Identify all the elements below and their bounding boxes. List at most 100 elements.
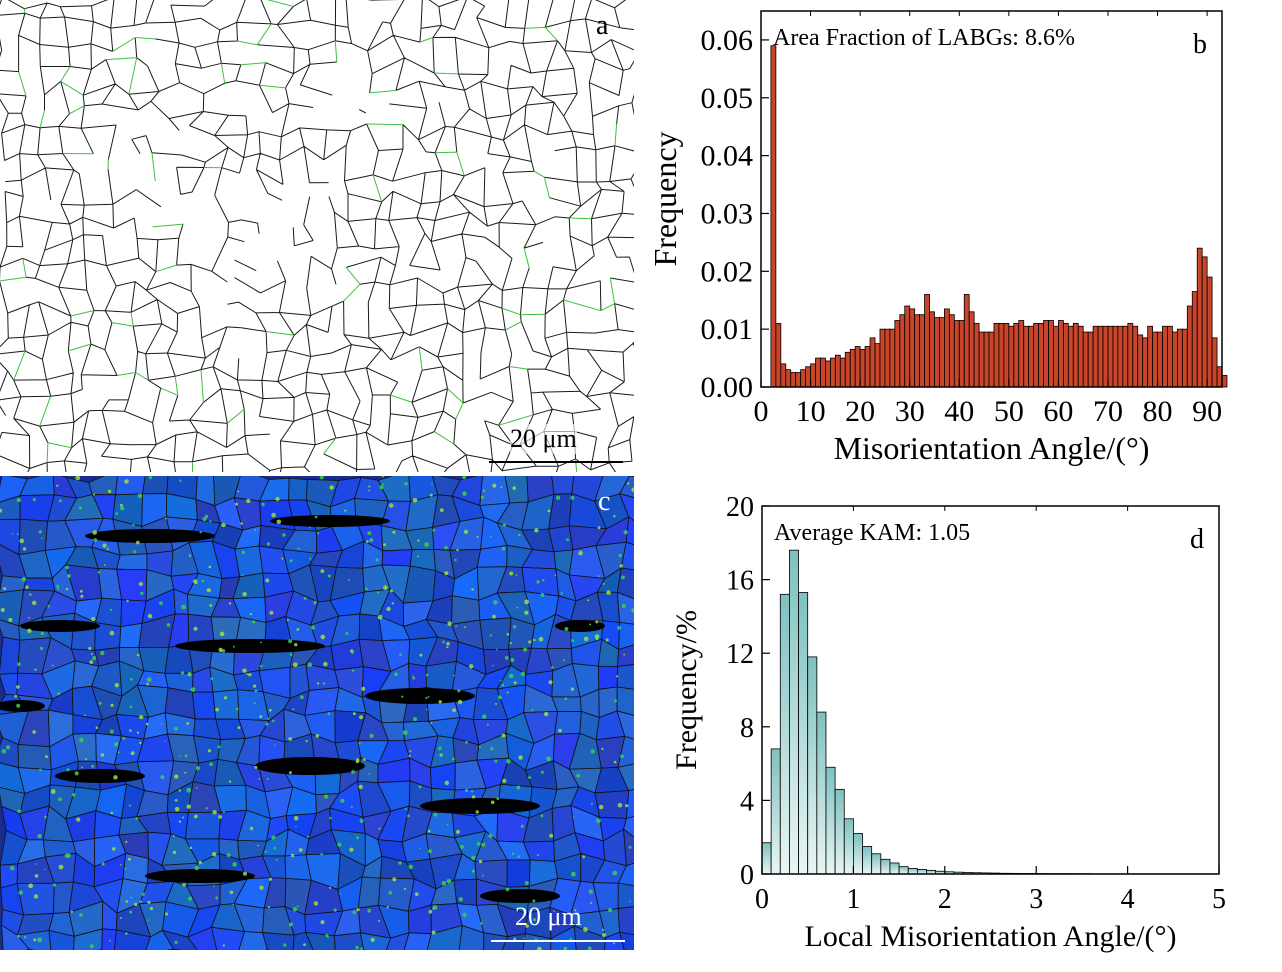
bar bbox=[1107, 325, 1114, 388]
bar bbox=[1092, 325, 1099, 388]
bar bbox=[907, 868, 918, 875]
bar bbox=[1072, 322, 1079, 388]
bar bbox=[919, 314, 925, 388]
bar bbox=[978, 331, 985, 388]
bar bbox=[807, 656, 818, 875]
bar bbox=[1013, 322, 1020, 388]
bar bbox=[1003, 322, 1010, 388]
bar bbox=[795, 372, 802, 388]
bar bbox=[944, 308, 950, 388]
bar bbox=[904, 305, 911, 388]
bar bbox=[1152, 331, 1158, 388]
low-angle-boundaries bbox=[0, 0, 618, 472]
panel-letter-a: a bbox=[596, 10, 609, 41]
bar bbox=[934, 317, 940, 388]
x-tick-label: 50 bbox=[994, 395, 1024, 428]
grain-boundary-map: a 20 μm bbox=[0, 0, 634, 472]
bars bbox=[770, 45, 1228, 388]
x-tick-label: 30 bbox=[895, 395, 925, 428]
bar bbox=[1127, 322, 1134, 388]
bar bbox=[770, 45, 777, 388]
bar bbox=[1018, 320, 1025, 388]
bar bbox=[1137, 334, 1144, 388]
bar bbox=[1122, 325, 1129, 388]
bar bbox=[1206, 276, 1213, 388]
bar bbox=[1053, 325, 1059, 388]
bar bbox=[834, 354, 841, 388]
bar bbox=[1147, 325, 1154, 388]
bar bbox=[898, 866, 909, 875]
bar bbox=[871, 853, 882, 875]
bar bbox=[929, 311, 935, 388]
x-axis-label: Misorientation Angle/(°) bbox=[834, 430, 1150, 466]
x-tick-label: 60 bbox=[1043, 395, 1073, 428]
bar bbox=[894, 320, 901, 388]
scale-bar-c bbox=[491, 940, 625, 942]
high-kam-speckles bbox=[0, 476, 634, 950]
bar bbox=[953, 320, 960, 388]
bar bbox=[785, 369, 792, 388]
high-angle-boundaries bbox=[0, 0, 634, 472]
grain-boundary-network bbox=[0, 0, 634, 472]
x-tick-label: 40 bbox=[944, 395, 974, 428]
bar bbox=[1191, 291, 1198, 388]
x-tick-label: 1 bbox=[846, 884, 860, 915]
bar bbox=[1082, 331, 1089, 388]
y-tick-label: 12 bbox=[726, 639, 754, 670]
bar bbox=[884, 328, 891, 388]
y-tick-label: 0.02 bbox=[701, 255, 754, 288]
x-tick-label: 20 bbox=[845, 395, 875, 428]
bar bbox=[983, 331, 990, 388]
scale-bar-label-a: 20 μm bbox=[510, 424, 577, 454]
bar bbox=[854, 346, 861, 388]
x-tick-label: 0 bbox=[754, 395, 769, 428]
bar bbox=[1038, 322, 1044, 388]
bar bbox=[859, 348, 866, 388]
y-tick-label: 0.05 bbox=[701, 82, 754, 115]
bar bbox=[880, 858, 891, 875]
bar bbox=[810, 363, 816, 388]
bar bbox=[879, 328, 886, 388]
bar bbox=[816, 711, 827, 875]
annotation: Average KAM: 1.05 bbox=[774, 520, 970, 546]
bar bbox=[1132, 325, 1139, 388]
bar bbox=[1008, 325, 1015, 388]
y-tick-label: 0.06 bbox=[701, 24, 754, 57]
x-tick-label: 80 bbox=[1143, 395, 1173, 428]
bar bbox=[789, 549, 799, 875]
bar bbox=[852, 833, 863, 875]
bar bbox=[805, 366, 811, 388]
bar bbox=[998, 322, 1005, 388]
bar bbox=[862, 845, 873, 875]
bar bbox=[948, 314, 955, 388]
bar bbox=[1048, 320, 1054, 388]
plot-frame bbox=[760, 10, 1223, 388]
bar bbox=[780, 363, 787, 388]
bar bbox=[1117, 325, 1124, 388]
y-tick-label: 0.04 bbox=[701, 140, 754, 173]
bar bbox=[798, 592, 809, 875]
plot-frame bbox=[761, 505, 1220, 875]
bar bbox=[914, 314, 921, 388]
x-tick-label: 10 bbox=[796, 395, 826, 428]
bar bbox=[889, 862, 900, 875]
y-tick-label: 16 bbox=[726, 566, 754, 597]
y-tick-label: 8 bbox=[740, 713, 754, 744]
bar bbox=[1201, 256, 1208, 388]
bar bbox=[963, 294, 970, 388]
bar bbox=[1033, 322, 1039, 388]
bar bbox=[1087, 331, 1094, 388]
bar bbox=[843, 818, 854, 875]
bar bbox=[899, 314, 906, 388]
bar bbox=[779, 593, 790, 875]
bar bbox=[1112, 325, 1119, 388]
panel-letter: d bbox=[1190, 524, 1204, 555]
y-tick-label: 0.03 bbox=[701, 197, 754, 230]
bar bbox=[839, 357, 846, 388]
annotation: Area Fraction of LABGs: 8.6% bbox=[773, 25, 1075, 51]
x-tick-label: 4 bbox=[1121, 884, 1135, 915]
bar bbox=[1023, 325, 1030, 388]
panel-letter: b bbox=[1193, 29, 1207, 60]
bar bbox=[889, 328, 896, 388]
